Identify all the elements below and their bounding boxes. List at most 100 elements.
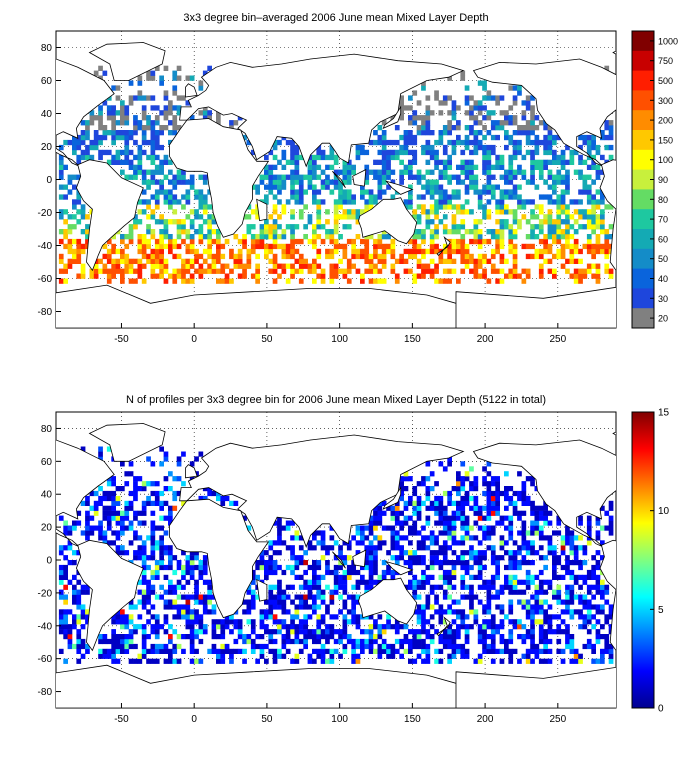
bin-cell [141, 624, 147, 630]
bin-cell [115, 515, 121, 521]
bin-cell [552, 229, 557, 235]
bin-cell [586, 268, 592, 274]
bin-cell [604, 204, 610, 210]
bin-cell [473, 268, 479, 274]
bin-cell [604, 120, 610, 126]
bin-cell [85, 224, 90, 230]
bin-cell [128, 229, 134, 235]
bin-cell [281, 594, 287, 600]
bin-cell [80, 530, 86, 536]
bin-cell [242, 263, 247, 269]
bin-cell [185, 199, 191, 205]
bin-cell [290, 629, 295, 635]
bin-cell [93, 130, 99, 136]
bin-cell [355, 599, 361, 605]
bin-cell [560, 564, 566, 571]
bin-cell [521, 604, 527, 610]
bin-cell [85, 125, 90, 131]
bin-cell [85, 134, 90, 141]
bin-cell [141, 130, 147, 136]
bin-cell [185, 624, 191, 630]
bin-cell [543, 194, 548, 200]
bin-cell [137, 599, 143, 605]
bin-cell [451, 238, 457, 245]
bin-cell [329, 624, 335, 630]
bin-cell [425, 545, 431, 551]
bin-cell [342, 268, 348, 274]
bin-cell [329, 594, 335, 600]
bin-cell [565, 184, 570, 190]
bin-cell [525, 574, 531, 580]
bin-cell [412, 550, 418, 556]
bin-cell [168, 604, 173, 610]
bin-cell [521, 125, 527, 131]
bin-cell [451, 530, 457, 536]
bin-cell [272, 564, 278, 571]
bin-cell [477, 550, 483, 556]
bin-cell [172, 658, 178, 664]
bin-cell [264, 174, 269, 180]
bin-cell [473, 520, 479, 526]
bin-cell [137, 80, 143, 86]
bin-cell [246, 638, 252, 645]
bin-cell [530, 648, 535, 654]
bin-cell [141, 643, 147, 650]
bin-cell [421, 579, 426, 585]
bin-cell [473, 179, 479, 185]
bin-cell [58, 229, 64, 235]
bin-cell [159, 550, 164, 556]
bin-cell [250, 574, 256, 580]
bin-cell [473, 594, 479, 600]
bin-cell [399, 144, 404, 151]
bin-cell [207, 219, 212, 225]
bin-cell [438, 500, 444, 506]
bin-cell [351, 648, 356, 654]
bin-cell [194, 550, 199, 556]
bin-cell [530, 169, 535, 175]
bin-cell [198, 234, 204, 240]
bin-cell [85, 530, 90, 536]
bin-cell [58, 238, 64, 245]
colorbar-label: 150 [658, 135, 673, 145]
bin-cell [294, 258, 300, 264]
bin-cell [416, 179, 422, 185]
bin-cell [220, 253, 226, 260]
bin-cell [538, 273, 544, 279]
bin-cell [154, 189, 160, 195]
bin-cell [202, 604, 208, 610]
bin-cell [547, 648, 553, 654]
bin-cell [421, 648, 426, 654]
bin-cell [202, 115, 208, 121]
bin-cell [159, 535, 164, 541]
bin-cell [464, 564, 470, 571]
bin-cell [473, 476, 479, 482]
bin-cell [137, 159, 143, 165]
bin-cell [390, 253, 396, 260]
bin-cell [255, 214, 260, 220]
bin-cell [499, 520, 505, 526]
bin-cell [412, 110, 418, 116]
bin-cell [89, 120, 95, 126]
bin-cell [408, 629, 413, 635]
bin-cell [469, 115, 474, 121]
bin-cell [198, 229, 204, 235]
bin-cell [67, 179, 73, 185]
bin-cell [211, 648, 217, 654]
bin-cell [277, 159, 282, 165]
bin-cell [381, 159, 387, 165]
bin-cell [255, 560, 260, 566]
bin-cell [329, 273, 335, 279]
bin-cell [565, 629, 570, 635]
bin-cell [490, 144, 496, 151]
bin-cell [325, 560, 330, 566]
bin-cell [333, 614, 339, 620]
bin-cell [111, 658, 116, 664]
colorbar-label: 80 [658, 195, 668, 205]
bin-cell [312, 234, 317, 240]
bin-cell [534, 253, 540, 260]
bin-cell [355, 579, 361, 585]
bin-cell [373, 253, 378, 260]
bin-cell [469, 139, 474, 146]
bin-cell [290, 535, 295, 541]
bin-cell [355, 614, 361, 620]
